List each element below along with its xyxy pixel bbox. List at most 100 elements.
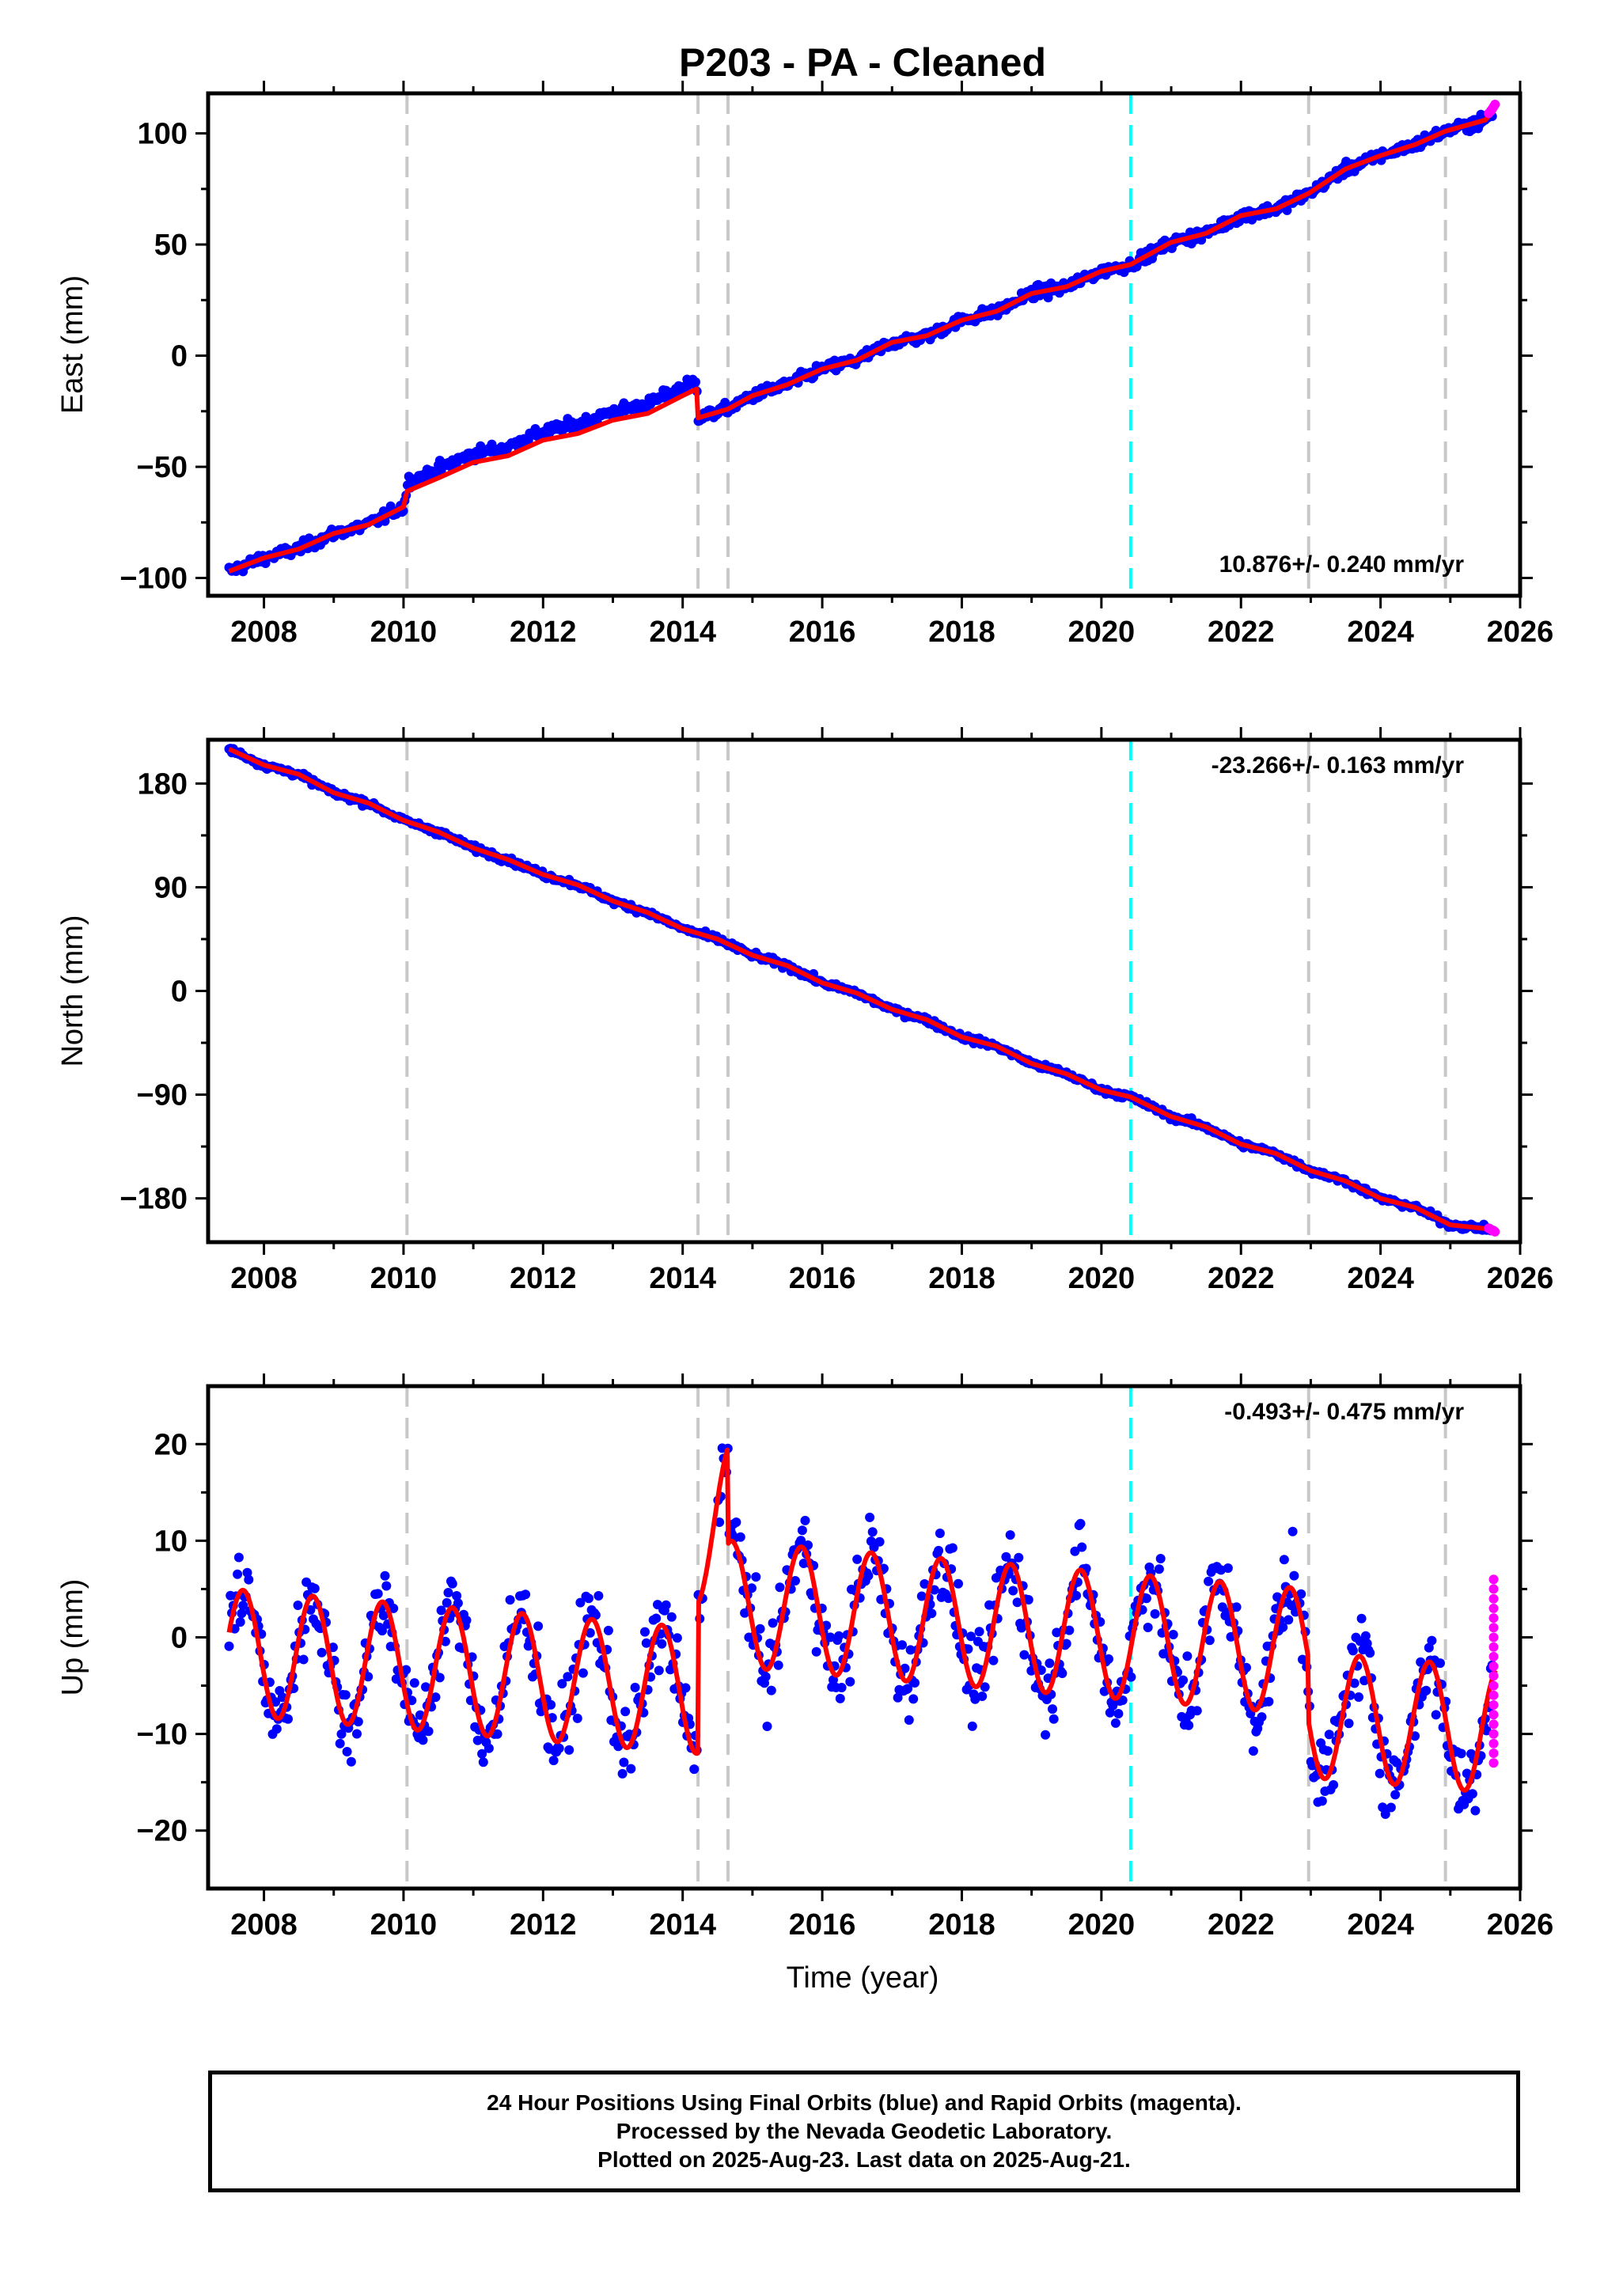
up-data-point bbox=[1023, 1595, 1033, 1605]
up-data-point bbox=[654, 1665, 664, 1676]
up-data-point bbox=[436, 1605, 446, 1616]
up-data-point bbox=[1349, 1678, 1359, 1688]
up-x-tick-label: 2020 bbox=[1068, 1908, 1136, 1942]
up-rapid-point bbox=[1488, 1671, 1499, 1681]
up-data-point bbox=[1435, 1658, 1445, 1669]
up-data-point bbox=[630, 1682, 640, 1692]
up-x-tick-label: 2016 bbox=[789, 1908, 856, 1942]
up-y-tick-label: 20 bbox=[154, 1428, 188, 1461]
up-data-point bbox=[548, 1756, 559, 1766]
footer-info-box: 24 Hour Positions Using Final Orbits (bl… bbox=[208, 2071, 1520, 2192]
north-rapid-observations bbox=[1484, 1223, 1500, 1237]
up-data-point bbox=[1284, 1615, 1294, 1625]
up-data-point bbox=[947, 1543, 957, 1553]
east-x-tick-label: 2022 bbox=[1208, 616, 1275, 649]
east-x-tick-label: 2014 bbox=[649, 616, 716, 649]
up-data-point bbox=[418, 1735, 428, 1745]
up-data-point bbox=[1289, 1570, 1299, 1581]
up-data-point bbox=[1008, 1586, 1018, 1596]
up-x-tick-label: 2018 bbox=[928, 1908, 995, 1942]
up-data-point bbox=[1416, 1657, 1426, 1667]
up-x-tick-label: 2022 bbox=[1208, 1908, 1275, 1942]
east-rate-label: 10.876+/- 0.240 mm/yr bbox=[1219, 551, 1465, 578]
up-data-point bbox=[966, 1631, 976, 1642]
up-data-point bbox=[585, 1627, 595, 1638]
up-data-point bbox=[1360, 1631, 1371, 1641]
up-data-point bbox=[640, 1627, 650, 1637]
north-y-tick-label: −180 bbox=[119, 1183, 188, 1216]
up-data-point bbox=[1324, 1730, 1334, 1740]
up-data-point bbox=[1231, 1602, 1242, 1612]
up-data-point bbox=[1424, 1642, 1434, 1653]
up-data-point bbox=[666, 1612, 677, 1622]
up-rapid-point bbox=[1488, 1661, 1499, 1672]
up-data-point bbox=[900, 1663, 910, 1673]
up-data-point bbox=[1168, 1630, 1178, 1639]
up-data-point bbox=[910, 1678, 920, 1688]
up-data-point bbox=[244, 1574, 254, 1585]
up-data-point bbox=[1061, 1639, 1071, 1649]
east-y-tick-label: 0 bbox=[171, 340, 188, 373]
east-y-axis-title: East (mm) bbox=[56, 275, 89, 414]
up-data-point bbox=[1019, 1650, 1030, 1660]
up-data-point bbox=[407, 1695, 417, 1706]
up-data-point bbox=[346, 1756, 356, 1767]
north-observations bbox=[224, 744, 1497, 1236]
up-data-point bbox=[751, 1572, 761, 1582]
north-y-tick-label: 90 bbox=[154, 871, 188, 904]
up-data-point bbox=[657, 1639, 667, 1649]
up-data-point bbox=[1057, 1669, 1067, 1678]
up-data-point bbox=[1192, 1706, 1202, 1716]
up-data-point bbox=[974, 1627, 984, 1637]
north-x-tick-label: 2022 bbox=[1208, 1262, 1275, 1295]
north-plot-area bbox=[224, 740, 1500, 1242]
up-data-point bbox=[440, 1636, 450, 1646]
up-data-point bbox=[954, 1578, 963, 1589]
up-data-point bbox=[1344, 1718, 1354, 1729]
up-data-point bbox=[472, 1735, 483, 1745]
up-data-point bbox=[689, 1764, 700, 1775]
up-data-point bbox=[380, 1570, 390, 1581]
up-data-point bbox=[852, 1554, 863, 1564]
east-x-tick-label: 2020 bbox=[1068, 616, 1136, 649]
up-data-point bbox=[1071, 1590, 1082, 1601]
up-data-point bbox=[1005, 1530, 1015, 1540]
up-data-point bbox=[731, 1517, 741, 1527]
up-data-point bbox=[575, 1597, 586, 1608]
up-data-point bbox=[283, 1714, 293, 1724]
up-data-point bbox=[672, 1633, 682, 1643]
north-x-tick-label: 2026 bbox=[1487, 1262, 1554, 1295]
up-data-point bbox=[452, 1591, 462, 1601]
up-data-point bbox=[1113, 1709, 1124, 1718]
up-data-point bbox=[626, 1764, 636, 1774]
east-x-tick-label: 2018 bbox=[928, 616, 995, 649]
up-x-tick-label: 2012 bbox=[510, 1908, 577, 1942]
up-data-point bbox=[1356, 1613, 1367, 1623]
east-model-curve bbox=[228, 109, 1496, 574]
up-rapid-point bbox=[1488, 1584, 1499, 1594]
up-data-point bbox=[293, 1601, 303, 1610]
up-data-point bbox=[1248, 1746, 1258, 1756]
up-rapid-point bbox=[1488, 1738, 1499, 1749]
up-data-point bbox=[1223, 1563, 1233, 1573]
up-data-point bbox=[1104, 1654, 1113, 1664]
up-data-point bbox=[1075, 1518, 1086, 1529]
up-data-point bbox=[681, 1683, 691, 1693]
up-x-tick-label: 2014 bbox=[649, 1908, 716, 1942]
up-rapid-point bbox=[1488, 1719, 1499, 1730]
up-data-point bbox=[340, 1690, 351, 1700]
x-axis-title: Time (year) bbox=[787, 1961, 939, 1995]
up-rapid-observations bbox=[1488, 1574, 1499, 1768]
up-data-point bbox=[453, 1598, 463, 1608]
north-x-tick-label: 2010 bbox=[370, 1262, 438, 1295]
up-data-point bbox=[378, 1610, 389, 1620]
up-data-point bbox=[271, 1724, 282, 1734]
up-rapid-point bbox=[1488, 1680, 1499, 1691]
east-x-tick-label: 2016 bbox=[789, 616, 856, 649]
up-data-point bbox=[1045, 1658, 1055, 1669]
up-data-point bbox=[271, 1697, 281, 1707]
up-x-tick-label: 2008 bbox=[230, 1908, 298, 1942]
east-x-tick-label: 2008 bbox=[230, 616, 298, 649]
up-data-point bbox=[1184, 1720, 1194, 1730]
up-data-point bbox=[715, 1517, 725, 1527]
